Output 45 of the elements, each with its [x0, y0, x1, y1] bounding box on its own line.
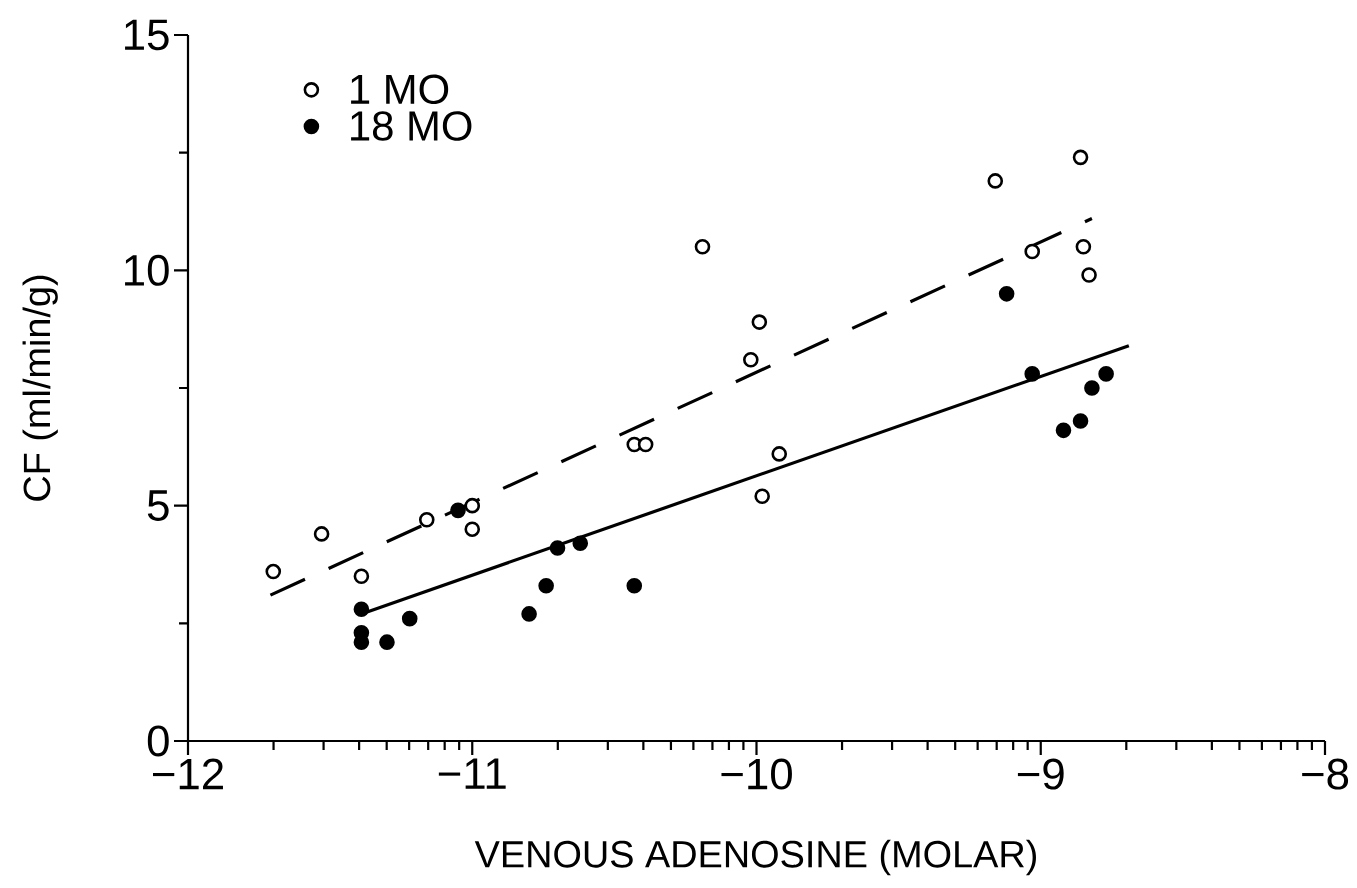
point — [771, 446, 788, 462]
point — [998, 286, 1015, 302]
legend-label: 18 MO — [351, 111, 472, 141]
y-tick-label: 0 — [147, 725, 169, 757]
point — [1024, 243, 1041, 260]
x-tick-label: −11 — [438, 758, 506, 789]
point — [379, 634, 395, 650]
point — [1024, 366, 1041, 382]
point — [450, 502, 466, 519]
point — [754, 488, 770, 505]
x-axis-title: VENOUS ADENOSINE (MOLAR) — [474, 839, 1036, 876]
point — [464, 497, 481, 514]
y-tick-label: 5 — [147, 490, 169, 521]
y-tick-label: 15 — [125, 19, 169, 51]
point — [401, 610, 418, 627]
point — [1081, 267, 1097, 283]
point — [549, 540, 566, 556]
point — [265, 563, 282, 580]
point — [626, 577, 643, 594]
point — [353, 568, 370, 585]
point — [751, 314, 768, 330]
point — [1075, 238, 1092, 255]
point — [1055, 422, 1072, 439]
x-tick-label: −9 — [1017, 758, 1064, 790]
point — [987, 173, 1004, 189]
x-tick-label: −10 — [721, 758, 792, 790]
point — [1084, 380, 1100, 396]
y-tick-label: 10 — [125, 254, 169, 286]
point — [538, 577, 554, 594]
legend-label: 1 MO — [351, 74, 449, 105]
point — [637, 436, 654, 453]
point — [313, 526, 330, 542]
point — [1072, 149, 1089, 166]
point — [743, 351, 759, 368]
point — [521, 606, 537, 622]
x-tick-label: −8 — [1302, 758, 1349, 790]
point — [572, 535, 589, 552]
point — [694, 238, 711, 255]
point — [1072, 413, 1089, 429]
point — [418, 511, 435, 528]
x-tick-label: −12 — [152, 758, 223, 790]
point — [353, 601, 370, 618]
y-axis-title: CF (ml/min/g) — [22, 275, 58, 501]
point — [1098, 366, 1114, 382]
point — [464, 521, 481, 537]
